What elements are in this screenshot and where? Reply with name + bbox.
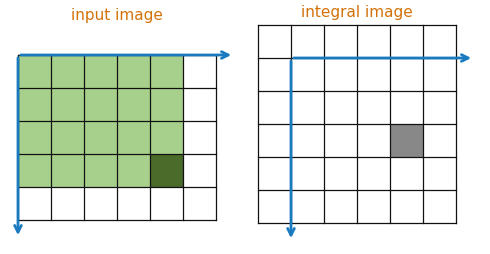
Bar — [51, 88, 84, 121]
Bar — [390, 124, 423, 157]
Bar — [18, 55, 51, 88]
Bar — [18, 121, 51, 154]
Bar — [150, 121, 183, 154]
Bar — [51, 121, 84, 154]
Bar — [84, 121, 117, 154]
Text: input image: input image — [71, 8, 163, 23]
Bar — [117, 121, 150, 154]
Bar — [117, 154, 150, 187]
Bar — [150, 88, 183, 121]
Bar — [18, 154, 51, 187]
Bar — [150, 55, 183, 88]
Bar — [117, 55, 150, 88]
Bar — [84, 154, 117, 187]
Bar — [18, 88, 51, 121]
Bar — [150, 154, 183, 187]
Bar — [117, 88, 150, 121]
Bar — [51, 55, 84, 88]
Bar — [84, 88, 117, 121]
Bar — [51, 154, 84, 187]
Bar — [84, 55, 117, 88]
Text: integral image: integral image — [301, 5, 413, 20]
